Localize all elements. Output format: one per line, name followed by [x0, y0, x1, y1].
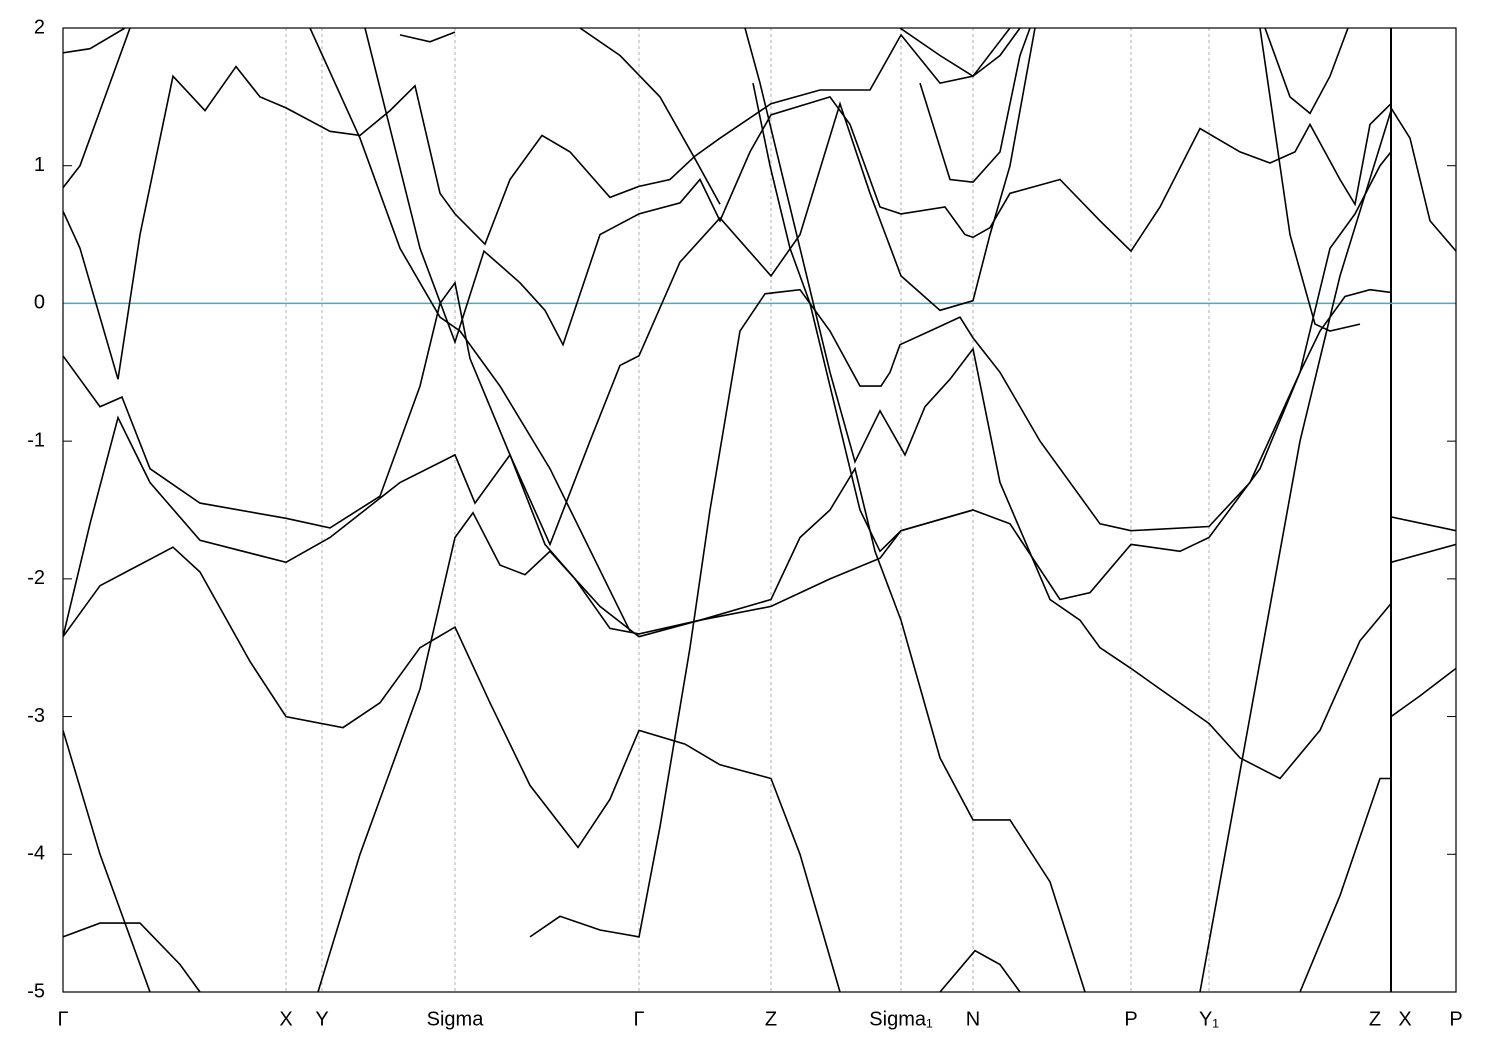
y-tick-label: -5	[27, 980, 45, 1002]
x-tick-label: Γ	[633, 1008, 644, 1030]
x-tick-label: X	[1398, 1008, 1411, 1030]
x-tick-label: Γ	[57, 1008, 68, 1030]
x-tick-label: X	[279, 1008, 292, 1030]
band-line	[529, 151, 1392, 938]
band-line	[63, 922, 201, 992]
band-line	[317, 466, 1086, 992]
x-tick-label: Y	[315, 1008, 328, 1030]
x-tick-label: Y₁	[1199, 1008, 1219, 1030]
band-line	[919, 28, 1031, 184]
x-tick-label: Z	[765, 1008, 777, 1030]
x-tick-label: Z	[1369, 1008, 1381, 1030]
x-tick-label: P	[1449, 1008, 1462, 1030]
band-line	[1299, 777, 1391, 992]
y-tick-label: -2	[27, 567, 45, 589]
band-line	[744, 28, 1392, 780]
band-line	[899, 28, 1021, 78]
band-line	[1390, 543, 1456, 564]
band-line	[63, 28, 1036, 637]
band-line	[364, 28, 1392, 347]
band-line	[939, 949, 1021, 992]
x-tick-label: P	[1124, 1008, 1137, 1030]
band-line	[1390, 667, 1456, 718]
band-line	[309, 28, 631, 632]
band-line	[752, 82, 974, 553]
y-tick-label: -1	[27, 429, 45, 451]
band-line	[1199, 110, 1392, 992]
y-tick-label: 2	[34, 16, 45, 38]
plot-frame	[62, 27, 1457, 993]
band-line	[1390, 107, 1456, 252]
band-line	[63, 28, 131, 189]
band-line	[1259, 28, 1361, 332]
band-line	[399, 31, 456, 43]
y-tick-label: -4	[27, 843, 45, 865]
band-line	[63, 730, 151, 992]
x-tick-label: Sigma	[427, 1008, 485, 1030]
y-tick-label: 0	[34, 292, 45, 314]
band-line	[63, 28, 1011, 380]
band-line	[63, 280, 1392, 635]
x-tick-label: N	[966, 1008, 980, 1030]
y-tick-label: 1	[34, 154, 45, 176]
band-line	[579, 28, 721, 205]
band-line	[1264, 28, 1349, 115]
band-line	[63, 546, 841, 992]
x-tick-label: Sigma₁	[869, 1008, 933, 1030]
band-line	[63, 28, 126, 54]
band-line	[1390, 516, 1456, 532]
y-tick-label: -3	[27, 705, 45, 727]
